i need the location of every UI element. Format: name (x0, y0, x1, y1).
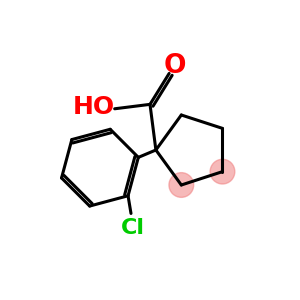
Circle shape (169, 172, 194, 197)
Text: HO: HO (73, 95, 115, 119)
Text: O: O (164, 53, 186, 79)
Text: Cl: Cl (121, 218, 145, 238)
Circle shape (210, 159, 235, 184)
